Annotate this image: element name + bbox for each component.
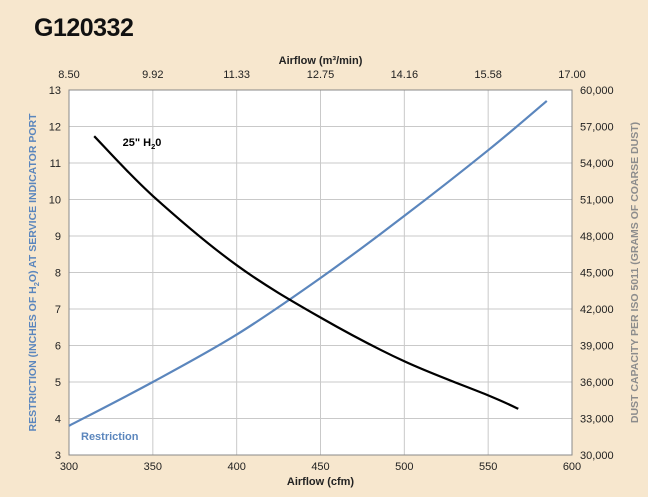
x-top-tick-label: 12.75 — [307, 69, 335, 81]
x-top-tick-label: 14.16 — [391, 69, 419, 81]
axis-title-part: RESTRICTION (INCHES OF H — [27, 286, 39, 431]
y-left-tick-label: 9 — [55, 231, 61, 243]
series-label-restriction: Restriction — [81, 431, 139, 443]
x-bottom-tick-label: 400 — [227, 461, 245, 473]
x-bottom-tick-label: 600 — [563, 461, 581, 473]
series-label-dust-capacity: 25" H20 — [123, 137, 162, 151]
y-right-tick-label: 51,000 — [580, 195, 614, 207]
x-bottom-tick-label: 300 — [60, 461, 78, 473]
y-right-tick-label: 60,000 — [580, 85, 614, 97]
axis-title-part: O) AT SERVICE INDICATOR PORT — [27, 113, 39, 282]
chart-title: G120332 — [34, 14, 134, 42]
subscript: 2 — [151, 142, 155, 151]
x-bottom-tick-label: 550 — [479, 461, 497, 473]
y-left-tick-label: 4 — [55, 414, 61, 426]
x-bottom-tick-label: 450 — [311, 461, 329, 473]
y-right-tick-label: 36,000 — [580, 377, 614, 389]
x-top-tick-label: 15.58 — [474, 69, 502, 81]
x-top-axis-title: Airflow (m³/min) — [279, 55, 363, 67]
y-left-axis-title: RESTRICTION (INCHES OF H2O) AT SERVICE I… — [27, 113, 41, 432]
x-bottom-axis-title: Airflow (cfm) — [287, 476, 355, 488]
series-line-restriction — [68, 100, 548, 427]
series-label-part: 0 — [155, 137, 161, 149]
y-left-tick-label: 6 — [55, 341, 61, 353]
x-top-tick-label: 11.33 — [223, 69, 250, 81]
x-bottom-tick-label: 350 — [144, 461, 162, 473]
y-right-tick-label: 57,000 — [580, 122, 614, 134]
plot-border — [68, 89, 573, 456]
y-right-tick-label: 45,000 — [580, 268, 614, 280]
y-left-tick-label: 3 — [55, 450, 61, 462]
y-left-tick-label: 12 — [49, 122, 61, 134]
y-right-tick-label: 48,000 — [580, 231, 614, 243]
y-left-tick-label: 11 — [50, 158, 61, 170]
subscript: 2 — [32, 282, 41, 286]
y-right-tick-label: 33,000 — [580, 414, 614, 426]
x-top-tick-label: 8.50 — [58, 69, 79, 81]
x-top-tick-label: 9.92 — [142, 69, 163, 81]
series-line-dust-capacity — [93, 135, 519, 410]
y-left-tick-label: 10 — [49, 195, 61, 207]
y-left-tick-label: 8 — [55, 268, 61, 280]
y-right-tick-label: 42,000 — [580, 304, 614, 316]
y-right-tick-label: 39,000 — [580, 341, 614, 353]
y-left-tick-label: 5 — [55, 377, 61, 389]
y-right-tick-label: 54,000 — [580, 158, 614, 170]
series-label-part: 25" H — [123, 137, 152, 149]
y-left-tick-label: 13 — [49, 85, 61, 97]
y-left-tick-label: 7 — [55, 304, 61, 316]
x-bottom-tick-label: 500 — [395, 461, 413, 473]
y-right-tick-label: 30,000 — [580, 450, 614, 462]
x-top-tick-label: 17.00 — [558, 69, 586, 81]
y-right-axis-title: DUST CAPACITY PER ISO 5011 (GRAMS OF COA… — [629, 122, 641, 423]
